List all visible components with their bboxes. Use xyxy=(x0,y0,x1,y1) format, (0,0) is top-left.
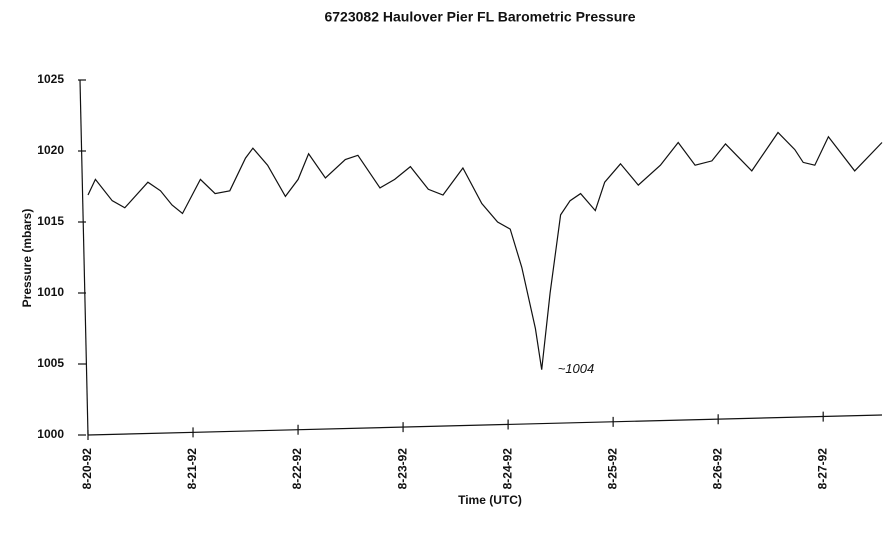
x-tick-label: 8-20-92 xyxy=(80,448,94,490)
y-axis-label: Pressure (mbars) xyxy=(20,209,34,308)
x-tick-label: 8-23-92 xyxy=(395,448,409,490)
annotation: ~1004 xyxy=(558,361,595,376)
chart-title: 6723082 Haulover Pier FL Barometric Pres… xyxy=(324,9,635,25)
x-tick-label: 8-27-92 xyxy=(815,448,829,490)
y-tick-label: 1000 xyxy=(37,427,64,441)
y-tick-label: 1025 xyxy=(37,72,64,86)
x-tick-label: 8-26-92 xyxy=(710,448,724,490)
x-tick-label: 8-22-92 xyxy=(290,448,304,490)
x-tick-label: 8-21-92 xyxy=(185,448,199,490)
x-tick-label: 8-25-92 xyxy=(605,448,619,490)
y-axis xyxy=(79,79,89,436)
x-tick-label: 8-24-92 xyxy=(500,448,514,490)
y-tick-label: 1020 xyxy=(37,143,64,157)
x-axis-label: Time (UTC) xyxy=(458,493,522,507)
x-axis xyxy=(87,414,883,436)
data-line xyxy=(87,131,883,370)
y-tick-label: 1010 xyxy=(37,285,64,299)
y-tick-label: 1005 xyxy=(37,356,64,370)
y-tick-label: 1015 xyxy=(37,214,64,228)
